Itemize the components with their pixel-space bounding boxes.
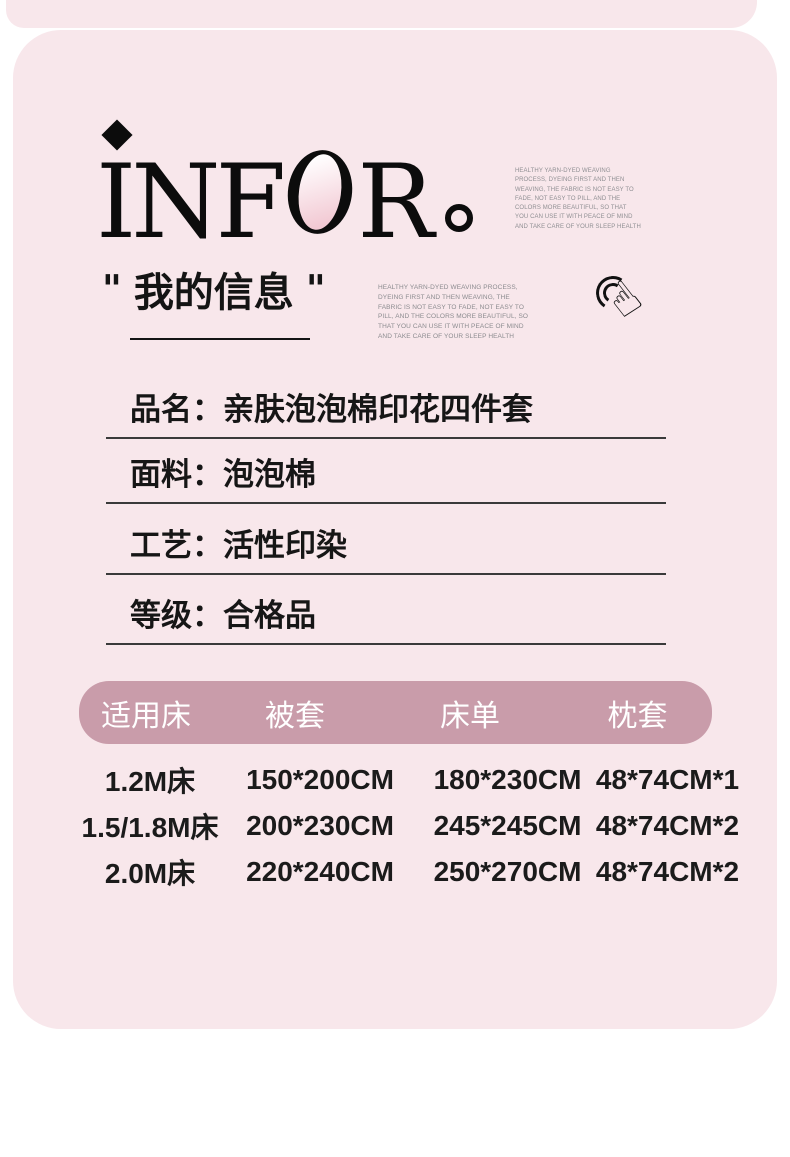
logo-text-pre: INF <box>96 143 286 262</box>
cell-pillowcase: 48*74CM*1 <box>595 764 740 795</box>
spec-value: 合格品 <box>223 598 316 633</box>
size-table-row: 1.2M床 150*200CM 180*230CM 48*74CM*1 <box>80 757 740 803</box>
size-header-quilt-cover: 被套 <box>265 699 325 733</box>
logo-fullstop-circle-icon <box>445 204 474 232</box>
size-table-body: 1.2M床 150*200CM 180*230CM 48*74CM*1 1.5/… <box>80 757 740 895</box>
spec-row-fabric: 面料：泡泡棉 <box>106 456 666 504</box>
spec-row-craft: 工艺：活性印染 <box>106 527 666 575</box>
open-quote-mark: " <box>102 267 122 311</box>
cell-sheet: 180*230CM <box>433 764 582 795</box>
spec-label: 等级： <box>130 598 223 633</box>
spec-value: 亲肤泡泡棉印花四件套 <box>223 392 533 427</box>
spec-label: 工艺： <box>130 528 223 563</box>
spec-value: 泡泡棉 <box>223 457 316 492</box>
spec-divider <box>106 437 666 439</box>
brand-logo: INF R <box>96 119 474 262</box>
english-tagline-top: HEALTHY YARN-DYED WEAVING PROCESS, DYEIN… <box>515 168 641 230</box>
section-heading: " 我的信息 " <box>102 270 326 316</box>
cell-sheet: 245*245CM <box>433 810 582 841</box>
size-table-header: 适用床 被套 床单 枕套 <box>79 681 712 744</box>
size-header-bed: 适用床 <box>101 699 191 733</box>
size-table-row: 1.5/1.8M床 200*230CM 245*245CM 48*74CM*2 <box>80 803 740 849</box>
logo-text-post: R <box>357 143 434 262</box>
spec-label: 品名： <box>130 392 223 427</box>
pink-panel-background <box>13 30 777 1029</box>
section-title-underline <box>130 338 310 340</box>
cell-sheet: 250*270CM <box>433 856 582 887</box>
close-quote-mark: " <box>305 267 326 311</box>
cell-quilt-cover: 220*240CM <box>246 856 394 887</box>
previous-section-edge <box>6 0 757 28</box>
pointing-hand-icon: ☝ <box>596 269 652 329</box>
spec-divider <box>106 573 666 575</box>
logo-o-ellipse-icon <box>282 145 358 239</box>
spec-row-grade: 等级：合格品 <box>106 597 666 645</box>
english-tagline-middle: HEALTHY YARN-DYED WEAVING PROCESS, DYEIN… <box>378 284 529 340</box>
tap-hand-icon: ☝ <box>592 269 666 336</box>
section-title: 我的信息 <box>133 271 294 315</box>
size-header-pillowcase: 枕套 <box>607 699 668 733</box>
spec-divider <box>106 502 666 504</box>
size-header-sheet: 床单 <box>440 699 500 733</box>
cell-bed: 1.5/1.8M床 <box>81 812 219 843</box>
cell-bed: 2.0M床 <box>104 858 196 889</box>
spec-label: 面料： <box>130 457 223 492</box>
size-table-row: 2.0M床 220*240CM 250*270CM 48*74CM*2 <box>80 849 740 895</box>
cell-bed: 1.2M床 <box>104 766 196 797</box>
cell-quilt-cover: 150*200CM <box>246 764 394 795</box>
cell-quilt-cover: 200*230CM <box>246 810 394 841</box>
spec-value: 活性印染 <box>223 528 347 563</box>
cell-pillowcase: 48*74CM*2 <box>595 856 740 887</box>
spec-row-product-name: 品名：亲肤泡泡棉印花四件套 <box>106 391 666 439</box>
cell-pillowcase: 48*74CM*2 <box>595 810 740 841</box>
spec-divider <box>106 643 666 645</box>
